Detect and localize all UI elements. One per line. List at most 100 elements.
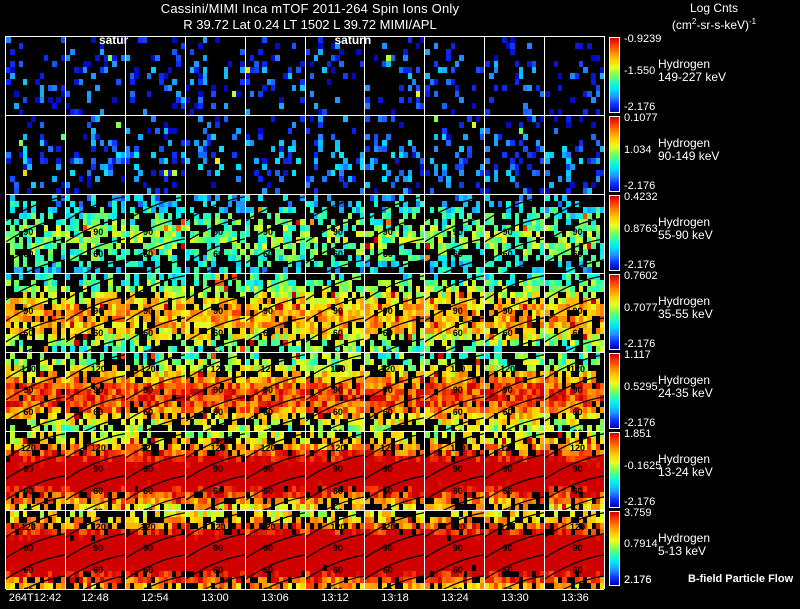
spectrogram-pixel: [206, 243, 212, 250]
spectrogram-cell[interactable]: 120906030: [485, 353, 546, 431]
contour-label: 60: [143, 406, 154, 417]
spectrogram-pixel: [60, 249, 65, 256]
contour-line: [485, 339, 544, 352]
spectrogram-pixel: [326, 237, 332, 244]
spectrogram-cell[interactable]: 120906030: [545, 353, 605, 431]
spectrogram-pixel: [527, 116, 532, 123]
spectrogram-cell[interactable]: 90 60: [425, 195, 486, 273]
spectrogram-pixel: [210, 134, 216, 141]
spectrogram-cell[interactable]: 120906030: [185, 432, 246, 510]
spectrogram-pixel: [167, 255, 173, 262]
spectrogram-pixel: [18, 140, 24, 147]
spectrogram-cell[interactable]: [485, 37, 546, 115]
spectrogram-cell[interactable]: 90 60: [185, 195, 246, 273]
spectrogram-cell[interactable]: 120906030: [65, 353, 126, 431]
spectrogram-cell[interactable]: 120906030: [365, 353, 426, 431]
spectrogram-pixel: [386, 255, 392, 262]
spectrogram-cell[interactable]: 906030: [245, 274, 306, 352]
spectrogram-cell[interactable]: 120906030: [125, 432, 186, 510]
spectrogram-pixel: [14, 298, 19, 305]
spectrogram-cell[interactable]: [545, 116, 605, 194]
spectrogram-cell[interactable]: 90 60: [305, 195, 366, 273]
spectrogram-cell[interactable]: 120906030: [245, 353, 306, 431]
spectrogram-pixel: [450, 43, 456, 50]
spectrogram-cell[interactable]: [6, 116, 66, 194]
spectrogram-pixel: [394, 225, 400, 232]
spectrogram-pixel: [497, 231, 503, 238]
spectrogram-cell[interactable]: 120906030: [425, 353, 486, 431]
spectrogram-pixel: [429, 225, 435, 232]
spectrogram-cell[interactable]: [425, 37, 486, 115]
spectrogram-cell[interactable]: 120906030: [185, 353, 246, 431]
spectrogram-pixel: [14, 201, 19, 208]
spectrogram-cell[interactable]: [365, 116, 426, 194]
spectrogram-cell[interactable]: 906030: [65, 274, 126, 352]
spectrogram-cell[interactable]: [245, 37, 306, 115]
spectrogram-row[interactable]: [6, 37, 605, 116]
spectrogram-cell[interactable]: 906030: [545, 274, 605, 352]
spectrogram-pixel: [390, 55, 396, 62]
spectrogram-cell[interactable]: 906030: [305, 274, 366, 352]
spectrogram-pixel: [587, 267, 592, 273]
spectrogram-cell[interactable]: [305, 116, 366, 194]
spectrogram-pixel: [10, 231, 15, 238]
spectrogram-pixel: [74, 219, 79, 226]
spectrogram-cell[interactable]: 90 60: [365, 195, 426, 273]
spectrogram-cell[interactable]: [185, 116, 246, 194]
spectrogram-cell[interactable]: 906030: [425, 274, 486, 352]
spectrogram-cell[interactable]: 90 60: [485, 195, 546, 273]
spectrogram-cell[interactable]: 906030: [125, 274, 186, 352]
spectrogram-pixel: [566, 261, 571, 268]
spectrogram-cell[interactable]: 90 60: [65, 195, 126, 273]
spectrogram-cell[interactable]: [125, 116, 186, 194]
spectrogram-row[interactable]: 90 60 90 60 90 60 90 60 90 60 90 60 90 60 90 60 90 60 90 60: [6, 195, 605, 274]
spectrogram-cell[interactable]: 906030: [185, 274, 246, 352]
spectrogram-cell[interactable]: [305, 37, 366, 115]
spectrogram-cell[interactable]: 120906030: [6, 432, 66, 510]
spectrogram-cell[interactable]: 906030: [365, 274, 426, 352]
spectrogram-pixel: [531, 170, 537, 177]
spectrogram-pixel: [570, 182, 575, 189]
spectrogram-cell[interactable]: 120906030: [125, 353, 186, 431]
spectrogram-cell[interactable]: 120906030: [305, 353, 366, 431]
spectrogram-pixel: [369, 249, 375, 256]
spectrogram-cell[interactable]: [245, 116, 306, 194]
spectrogram-cell[interactable]: 120906030: [6, 353, 66, 431]
spectrogram-cell[interactable]: 90 60: [6, 195, 66, 273]
spectrogram-cell[interactable]: [65, 116, 126, 194]
spectrogram-row[interactable]: 1209060301209060301209060301209060301209…: [6, 432, 605, 511]
spectrogram-cell[interactable]: [485, 116, 546, 194]
spectrogram-cell[interactable]: 90 60: [245, 195, 306, 273]
spectrogram-pixel: [493, 255, 499, 262]
spectrogram-cell[interactable]: [185, 37, 246, 115]
spectrogram-pixel: [151, 255, 156, 262]
spectrogram-cell[interactable]: [365, 37, 426, 115]
spectrogram-cell[interactable]: 90 60: [545, 195, 605, 273]
spectrogram-cell[interactable]: [125, 37, 186, 115]
spectrogram-row[interactable]: 1209060301209060301209060301209060301209…: [6, 353, 605, 432]
spectrogram-cell[interactable]: 906030: [6, 274, 66, 352]
spectrogram-grid[interactable]: 90 60 90 60 90 60 90 60 90 60 90 60 90 60 90 60 90 60 90 60…: [5, 33, 605, 590]
spectrogram-cell[interactable]: [545, 37, 605, 115]
spectrogram-cell[interactable]: 90 60: [125, 195, 186, 273]
spectrogram-pixel: [22, 298, 28, 305]
spectrogram-pixel: [103, 243, 109, 250]
spectrogram-pixel: [270, 243, 276, 250]
spectrogram-pixel: [52, 103, 57, 110]
spectrogram-pixel: [415, 91, 421, 98]
spectrogram-pixel: [475, 67, 481, 74]
spectrogram-pixel: [202, 213, 208, 220]
contour-line: [126, 318, 185, 343]
spectrogram-cell[interactable]: [6, 37, 66, 115]
spectrogram-row[interactable]: 9060309060309060309060309060309060309060…: [6, 274, 605, 353]
spectrogram-row[interactable]: [6, 116, 605, 195]
spectrogram-cell[interactable]: 906030: [485, 274, 546, 352]
spectrogram-pixel: [557, 213, 563, 220]
spectrogram-pixel: [107, 274, 113, 281]
spectrogram-pixel: [180, 170, 185, 177]
spectrogram-cell[interactable]: 120906030: [65, 432, 126, 510]
spectrogram-cell[interactable]: [425, 116, 486, 194]
spectrogram-cell[interactable]: [65, 37, 126, 115]
spectrogram-pixel: [159, 201, 165, 208]
spectrogram-pixel: [467, 195, 472, 202]
